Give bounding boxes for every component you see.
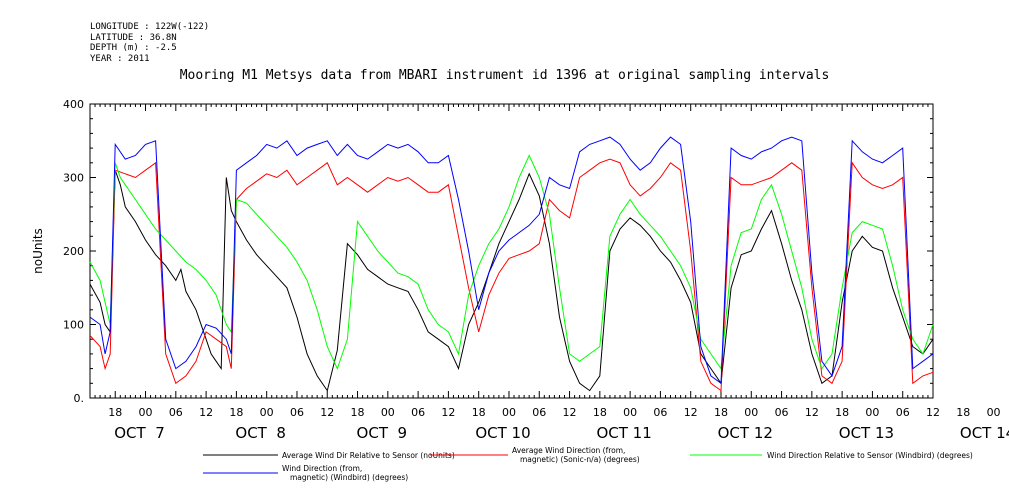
legend-label-3: Wind Direction Relative to Sensor (Windb… <box>767 451 973 460</box>
x-tick-label: 12 <box>199 406 213 419</box>
x-tick-label: 06 <box>169 406 183 419</box>
x-tick-label: 12 <box>320 406 334 419</box>
y-axis-label: noUnits <box>31 228 45 274</box>
legend-label-1: Average Wind Dir Relative to Sensor (noU… <box>282 451 455 460</box>
y-tick-label: 300 <box>63 172 84 185</box>
day-label: OCT 7 <box>114 424 165 442</box>
x-tick-label: 00 <box>987 406 1001 419</box>
x-tick-label: 18 <box>351 406 365 419</box>
y-axis: 0. 100 200 300 400 <box>63 98 933 405</box>
x-tick-label: 12 <box>563 406 577 419</box>
legend: Average Wind Dir Relative to Sensor (noU… <box>203 446 973 482</box>
depth-label: DEPTH (m) : -2.5 <box>90 43 177 53</box>
year-label: YEAR : 2011 <box>90 53 150 64</box>
x-tick-label: 00 <box>502 406 516 419</box>
x-tick-label: 06 <box>896 406 910 419</box>
x-tick-label: 00 <box>744 406 758 419</box>
day-label: OCT 8 <box>235 424 286 442</box>
series-line-3 <box>89 154 934 371</box>
x-tick-label: 12 <box>805 406 819 419</box>
series-layer <box>89 136 934 392</box>
chart-title: Mooring M1 Metsys data from MBARI instru… <box>179 68 830 83</box>
metadata-block: LONGITUDE : 122W(-122) LATITUDE : 36.8N … <box>90 22 209 64</box>
day-label: OCT 9 <box>357 424 408 442</box>
day-label: OCT 12 <box>718 424 773 442</box>
series-line-1 <box>89 170 934 392</box>
longitude-label: LONGITUDE : 122W(-122) <box>90 22 210 32</box>
x-tick-label: 00 <box>865 406 879 419</box>
x-tick-label: 00 <box>381 406 395 419</box>
x-tick-label: 00 <box>260 406 274 419</box>
x-tick-label: 18 <box>472 406 486 419</box>
x-tick-label: 06 <box>653 406 667 419</box>
latitude-label: LATITUDE : 36.8N <box>90 32 177 43</box>
x-tick-label: 18 <box>108 406 122 419</box>
x-tick-label: 18 <box>956 406 970 419</box>
x-tick-label: 18 <box>714 406 728 419</box>
day-label: OCT 13 <box>839 424 894 442</box>
x-tick-label: 06 <box>290 406 304 419</box>
y-tick-label: 100 <box>63 319 84 332</box>
x-tick-label: 00 <box>139 406 153 419</box>
legend-label-2: Average Wind Direction (from, magnetic) (… <box>512 446 640 464</box>
plot-frame <box>89 103 934 399</box>
series-line-2 <box>89 158 934 392</box>
x-tick-label: 12 <box>441 406 455 419</box>
x-axis: 18 00 06 12 18 00 06 12 18 00 06 12 18 00 06 12 18 00 06 12… <box>94 104 1009 442</box>
series-line-4 <box>89 136 934 385</box>
day-label: OCT 11 <box>596 424 651 442</box>
day-label: OCT 10 <box>475 424 530 442</box>
x-tick-label: 12 <box>926 406 940 419</box>
x-tick-label: 18 <box>229 406 243 419</box>
y-tick-label: 200 <box>63 245 84 258</box>
x-tick-label: 06 <box>775 406 789 419</box>
day-label: OCT 14 <box>960 424 1009 442</box>
x-tick-label: 00 <box>623 406 637 419</box>
y-tick-label: 0. <box>74 392 85 405</box>
x-tick-label: 18 <box>593 406 607 419</box>
x-tick-label: 06 <box>411 406 425 419</box>
legend-label-4: Wind Direction (from, magnetic) (Windbird… <box>282 464 408 482</box>
y-tick-label: 400 <box>63 98 84 111</box>
x-tick-label: 18 <box>835 406 849 419</box>
x-tick-label: 12 <box>684 406 698 419</box>
x-tick-label: 06 <box>532 406 546 419</box>
